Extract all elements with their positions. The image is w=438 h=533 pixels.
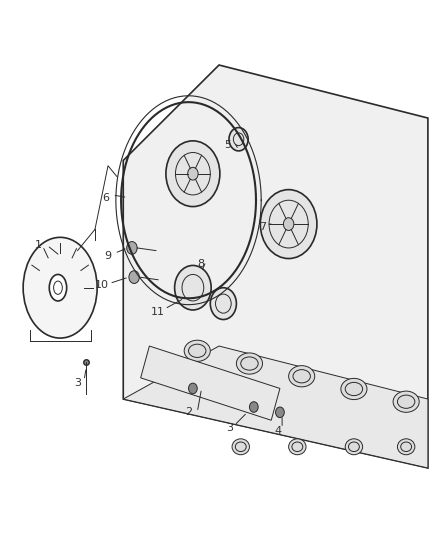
Circle shape — [166, 141, 220, 207]
Circle shape — [187, 167, 198, 180]
Text: 5: 5 — [224, 140, 231, 150]
Circle shape — [229, 127, 248, 151]
Text: 7: 7 — [259, 222, 266, 232]
Ellipse shape — [184, 340, 210, 361]
Text: 2: 2 — [185, 407, 192, 417]
Circle shape — [260, 190, 317, 259]
Text: 6: 6 — [102, 192, 110, 203]
Text: 9: 9 — [104, 251, 112, 261]
Ellipse shape — [289, 439, 306, 455]
Text: 3: 3 — [74, 378, 81, 388]
Text: 4: 4 — [274, 426, 281, 436]
Circle shape — [127, 241, 137, 254]
Ellipse shape — [341, 378, 367, 400]
Circle shape — [250, 402, 258, 413]
Ellipse shape — [23, 237, 97, 338]
Text: 1: 1 — [35, 240, 42, 251]
Text: 10: 10 — [95, 280, 109, 290]
Ellipse shape — [237, 353, 262, 374]
Circle shape — [283, 217, 294, 230]
Ellipse shape — [232, 439, 250, 455]
Polygon shape — [123, 65, 428, 468]
Circle shape — [175, 265, 211, 310]
Circle shape — [188, 383, 197, 394]
Text: 8: 8 — [197, 259, 204, 269]
Circle shape — [129, 271, 139, 284]
Circle shape — [210, 288, 237, 319]
Polygon shape — [141, 346, 280, 420]
Ellipse shape — [397, 439, 415, 455]
Circle shape — [276, 407, 284, 418]
Text: 3: 3 — [226, 423, 233, 433]
Ellipse shape — [345, 439, 363, 455]
Polygon shape — [123, 346, 428, 468]
Ellipse shape — [393, 391, 419, 413]
Ellipse shape — [289, 366, 315, 387]
Ellipse shape — [49, 274, 67, 301]
Text: 11: 11 — [151, 306, 165, 317]
